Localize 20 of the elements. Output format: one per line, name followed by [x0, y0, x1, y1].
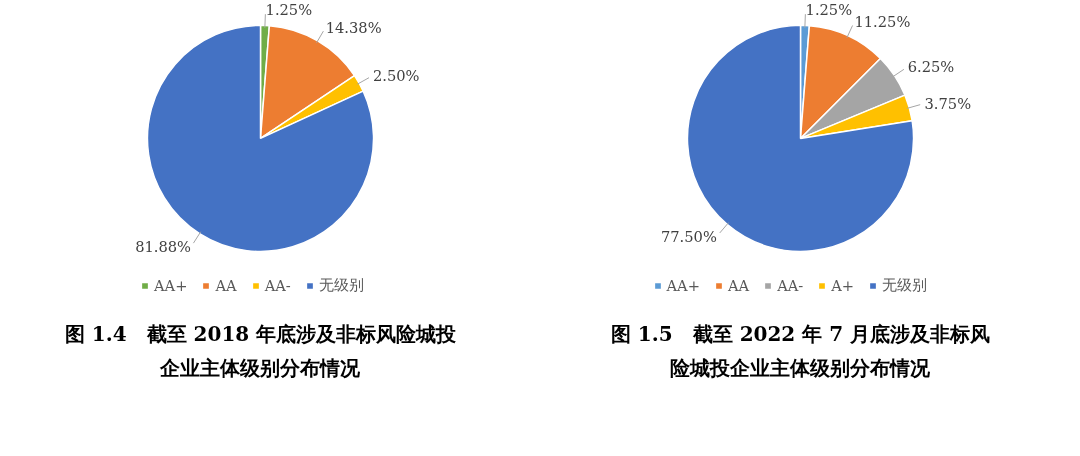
legend-label: A+	[831, 276, 855, 294]
legend-label: AA	[215, 276, 237, 294]
data-label: 81.88%	[135, 238, 192, 256]
data-label: 77.50%	[660, 227, 717, 245]
legend-label: AA-	[777, 276, 804, 294]
legend-label: AA+	[666, 276, 700, 294]
data-label: 11.25%	[854, 12, 911, 30]
legend-label: AA+	[154, 276, 188, 294]
data-label: 3.75%	[924, 94, 972, 112]
legend-label: 无级别	[882, 275, 928, 295]
data-label: 6.25%	[907, 58, 955, 76]
text: 图 1.5 截至 2022 年 7 月底涉及非标风险城投企业主体级别分布情况	[610, 321, 991, 381]
data-label: 1.25%	[805, 1, 853, 19]
legend-label: AA	[727, 276, 750, 294]
legend-label: 无级别	[318, 275, 364, 295]
data-label: 2.50%	[372, 66, 420, 84]
legend-label: AA-	[264, 276, 291, 294]
data-label: 1.25%	[265, 1, 313, 19]
text: 图 1.4 截至 2018 年底涉及非标风险城投企业主体级别分布情况	[64, 321, 458, 381]
data-label: 14.38%	[325, 18, 382, 36]
